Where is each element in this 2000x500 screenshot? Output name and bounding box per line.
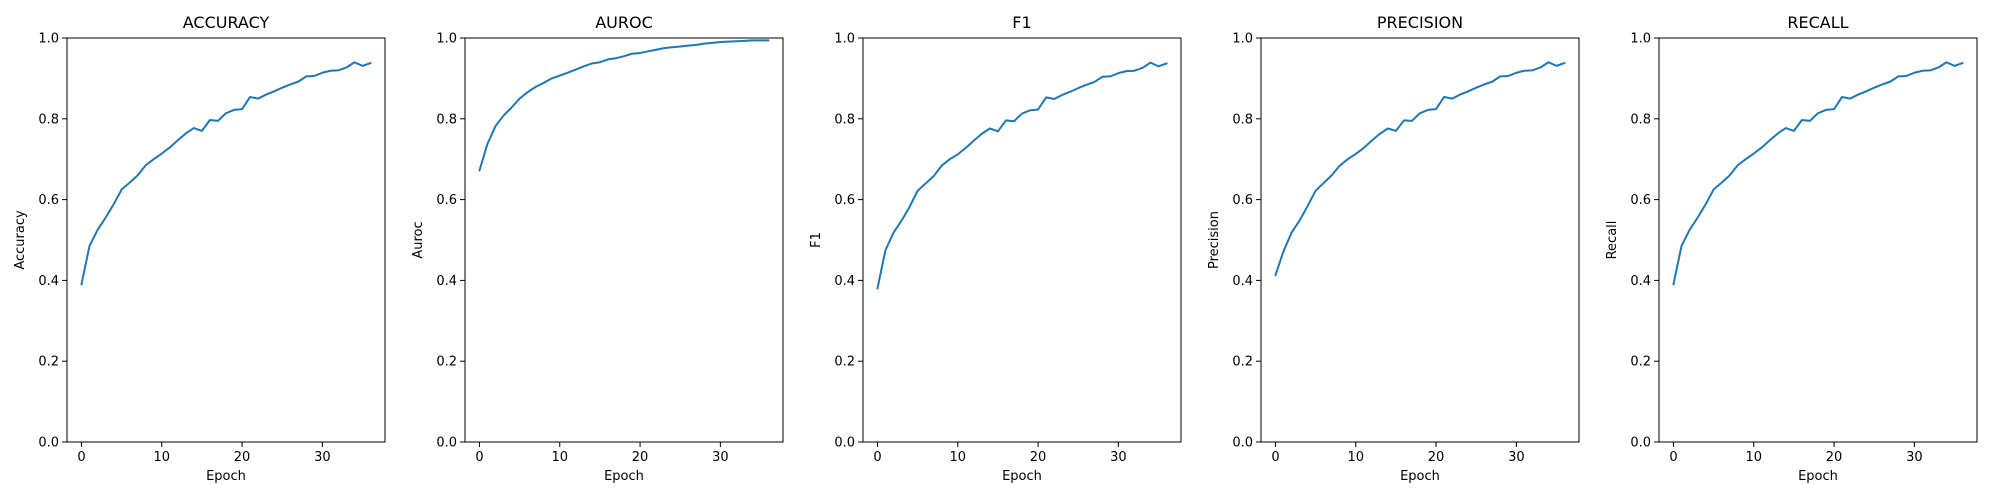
axes-frame (1260, 37, 1580, 443)
subplot-auroc: 0 10 20 30 0.0 0.2 0.4 0.6 0.8 1.0 AUROC Epoch Auroc (411, 13, 784, 484)
subplot-accuracy: 0 10 20 30 0.0 0.2 0.4 0.6 0.8 1.0 ACCURACY Epoch Ac… (13, 13, 386, 484)
axes-frame (464, 37, 784, 443)
y-axis-label: Precision (1207, 211, 1222, 269)
series-line (478, 39, 770, 172)
subplot-f1: 0 10 20 30 0.0 0.2 0.4 0.6 0.8 1.0 F1 Epoch F1 (809, 13, 1182, 484)
chart-title: PRECISION (1377, 13, 1463, 32)
y-tick-label: 0.6 (436, 193, 457, 208)
y-axis-label: Accuracy (13, 210, 28, 270)
x-tick-label: 0 (1271, 450, 1279, 465)
y-tick-label: 0.8 (436, 112, 457, 127)
x-tick-label: 0 (1669, 450, 1677, 465)
y-tick-label: 0.6 (834, 193, 855, 208)
y-tick-label: 1.0 (1232, 32, 1253, 47)
x-tick-label: 0 (77, 450, 85, 465)
y-tick-label: 0.4 (38, 274, 59, 289)
x-tick-label: 20 (1826, 450, 1843, 465)
y-tick-label: 0.8 (38, 112, 59, 127)
series-line (876, 61, 1168, 290)
chart-title: F1 (1012, 13, 1031, 32)
x-tick-label: 30 (314, 450, 331, 465)
x-axis-label: Epoch (1002, 469, 1042, 484)
x-tick-label: 30 (712, 450, 729, 465)
x-tick-label: 20 (632, 450, 649, 465)
y-axis-label: Auroc (411, 221, 426, 258)
x-axis-label: Epoch (1400, 469, 1440, 484)
series-line (80, 61, 372, 286)
y-tick-label: 0.8 (1630, 112, 1651, 127)
y-tick-label: 1.0 (1630, 32, 1651, 47)
y-tick-label: 1.0 (38, 32, 59, 47)
x-tick-label: 10 (949, 450, 966, 465)
y-tick-label: 0.0 (1232, 436, 1253, 451)
series-line (1274, 61, 1566, 277)
x-tick-label: 30 (1906, 450, 1923, 465)
y-tick-label: 0.0 (436, 436, 457, 451)
y-tick-label: 0.4 (1232, 274, 1253, 289)
subplot-recall: 0 10 20 30 0.0 0.2 0.4 0.6 0.8 1.0 RECALL Epoch Reca… (1605, 13, 1978, 484)
y-tick-label: 0.4 (834, 274, 855, 289)
x-tick-label: 30 (1508, 450, 1525, 465)
y-tick-label: 1.0 (834, 32, 855, 47)
x-tick-label: 10 (551, 450, 568, 465)
y-tick-label: 0.2 (1630, 355, 1651, 370)
y-tick-label: 0.8 (834, 112, 855, 127)
y-tick-label: 1.0 (436, 32, 457, 47)
y-tick-label: 0.6 (1630, 193, 1651, 208)
x-tick-label: 10 (153, 450, 170, 465)
x-axis-label: Epoch (206, 469, 246, 484)
y-tick-label: 0.2 (38, 355, 59, 370)
x-axis-label: Epoch (1798, 469, 1838, 484)
x-tick-label: 20 (1030, 450, 1047, 465)
axes-frame (862, 37, 1182, 443)
y-tick-label: 0.4 (1630, 274, 1651, 289)
y-tick-label: 0.6 (38, 193, 59, 208)
subplot-precision: 0 10 20 30 0.0 0.2 0.4 0.6 0.8 1.0 PRECISION Epoch P… (1207, 13, 1580, 484)
y-tick-label: 0.0 (1630, 436, 1651, 451)
x-tick-label: 0 (475, 450, 483, 465)
y-tick-label: 0.2 (436, 355, 457, 370)
y-tick-label: 0.2 (834, 355, 855, 370)
x-tick-label: 0 (873, 450, 881, 465)
x-tick-label: 20 (1428, 450, 1445, 465)
series-line (1672, 61, 1964, 286)
y-tick-label: 0.6 (1232, 193, 1253, 208)
y-tick-label: 0.8 (1232, 112, 1253, 127)
x-tick-label: 20 (234, 450, 251, 465)
chart-title: AUROC (595, 13, 653, 32)
x-tick-label: 30 (1110, 450, 1127, 465)
axes-frame (1658, 37, 1978, 443)
x-tick-label: 10 (1745, 450, 1762, 465)
axes-frame (66, 37, 386, 443)
y-tick-label: 0.0 (38, 436, 59, 451)
y-tick-label: 0.4 (436, 274, 457, 289)
x-tick-label: 10 (1347, 450, 1364, 465)
y-tick-label: 0.2 (1232, 355, 1253, 370)
x-axis-label: Epoch (604, 469, 644, 484)
y-tick-label: 0.0 (834, 436, 855, 451)
chart-title: ACCURACY (183, 13, 270, 32)
y-axis-label: Recall (1605, 221, 1620, 260)
chart-title: RECALL (1787, 13, 1848, 32)
y-axis-label: F1 (809, 232, 824, 248)
